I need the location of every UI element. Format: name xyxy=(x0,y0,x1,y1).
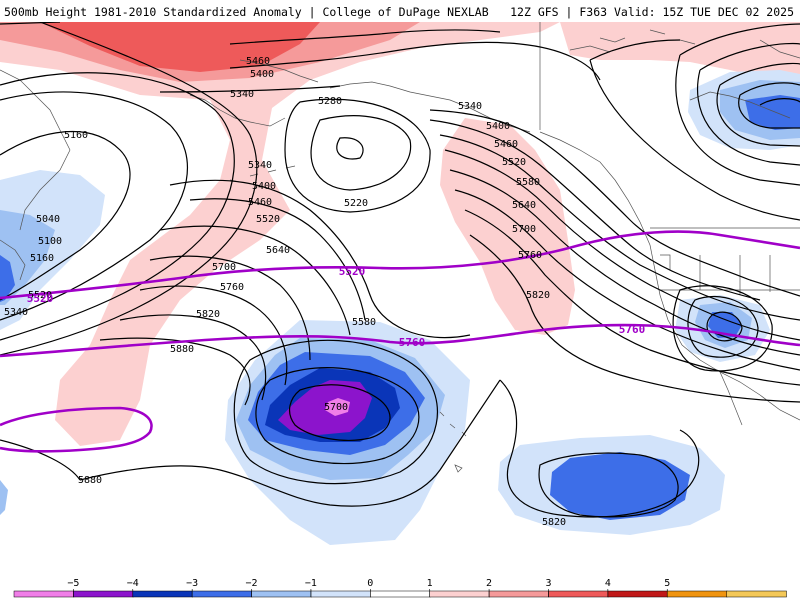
height-label: 5400 xyxy=(252,181,276,192)
height-label: 5640 xyxy=(512,200,536,211)
height-label: 5700 xyxy=(212,262,236,273)
colorbar-ticks: −5 −4 −3 −2 −1 0 1 2 3 4 5 xyxy=(67,578,670,597)
colorbar-tick-label: 4 xyxy=(605,578,611,589)
height-label: 5160 xyxy=(64,130,88,141)
height-label: 5400 xyxy=(250,69,274,80)
colorbar-tick-label: −3 xyxy=(186,578,198,589)
colorbar-swatch xyxy=(191,590,253,598)
height-label: 5460 xyxy=(246,56,270,67)
colorbar-swatch xyxy=(132,590,193,598)
height-contours xyxy=(0,22,800,518)
highlight-height-label: 5520 xyxy=(27,292,54,305)
colorbar-tick-label: 0 xyxy=(367,578,373,589)
highlight-contours xyxy=(0,230,800,453)
colorbar-tick-label: 2 xyxy=(486,578,492,589)
height-label: 5340 xyxy=(4,307,28,318)
colorbar-tick-label: −2 xyxy=(246,578,258,589)
height-label: 5100 xyxy=(38,236,62,247)
colorbar-swatch xyxy=(726,590,787,598)
height-label: 5880 xyxy=(78,475,102,486)
map-title: 500mb Height 1981-2010 Standardized Anom… xyxy=(4,5,489,19)
highlight-height-label: 5760 xyxy=(619,323,646,336)
height-label: 5520 xyxy=(28,290,52,301)
colorbar-swatch xyxy=(13,590,75,598)
model-run-info: 12Z GFS | F363 Valid: 15Z TUE DEC 02 202… xyxy=(510,5,794,19)
positive-anomaly-region xyxy=(0,22,560,446)
colorbar-swatch xyxy=(666,590,728,598)
anomaly-colorbar: −5 −4 −3 −2 −1 0 1 2 3 4 5 xyxy=(13,578,787,598)
height-label: 5340 xyxy=(248,160,272,171)
highlight-labels: 5520 5760 5520 5760 xyxy=(27,265,646,349)
height-label: 5280 xyxy=(318,96,342,107)
anomaly-map: 5460 5400 5340 5280 5160 5040 5100 5160 … xyxy=(0,22,800,545)
height-label: 5820 xyxy=(542,517,566,528)
colorbar-tick-label: 3 xyxy=(545,578,551,589)
height-label: 5760 xyxy=(518,250,542,261)
height-label: 5880 xyxy=(170,344,194,355)
height-label: 5520 xyxy=(502,157,526,168)
height-label: 5820 xyxy=(196,309,220,320)
height-label: 5640 xyxy=(266,245,290,256)
negative-anomaly-region xyxy=(745,95,800,130)
colorbar-swatch xyxy=(73,590,134,598)
colorbar-swatch xyxy=(548,590,609,598)
colorbar-tick-label: 5 xyxy=(664,578,670,589)
colorbar-swatch xyxy=(488,590,550,598)
height-label: 5160 xyxy=(30,253,54,264)
negative-anomaly-region xyxy=(0,255,15,302)
colorbar-tick-label: 1 xyxy=(427,578,433,589)
highlight-height-label: 5520 xyxy=(339,265,366,278)
negative-anomaly-region xyxy=(0,170,105,330)
colorbar-swatch xyxy=(251,590,312,598)
colorbar-swatch xyxy=(310,590,372,598)
positive-anomaly-region xyxy=(40,22,320,72)
colorbar-tick-label: −5 xyxy=(67,578,79,589)
height-label: 5040 xyxy=(36,214,60,225)
height-label: 5520 xyxy=(256,214,280,225)
contour-labels: 5460 5400 5340 5280 5160 5040 5100 5160 … xyxy=(4,56,566,528)
height-label: 5580 xyxy=(516,177,540,188)
colorbar-tick-label: −4 xyxy=(127,578,139,589)
highlight-height-label: 5760 xyxy=(399,336,426,349)
negative-anomaly-region xyxy=(325,398,350,416)
height-label: 5580 xyxy=(352,317,376,328)
height-label: 5220 xyxy=(344,198,368,209)
negative-anomaly-region xyxy=(0,480,8,515)
colorbar-swatches xyxy=(13,590,787,598)
negative-anomaly-region xyxy=(278,380,372,435)
height-label: 5400 xyxy=(486,121,510,132)
height-label: 5340 xyxy=(458,101,482,112)
negative-anomaly-region xyxy=(550,452,690,520)
colorbar-tick-label: −1 xyxy=(305,578,317,589)
height-label: 5460 xyxy=(248,197,272,208)
height-label: 5460 xyxy=(494,139,518,150)
colorbar-swatch xyxy=(370,590,431,598)
height-label: 5700 xyxy=(512,224,536,235)
colorbar-swatch xyxy=(429,590,490,598)
map-header: 500mb Height 1981-2010 Standardized Anom… xyxy=(0,0,800,22)
height-label: 5820 xyxy=(526,290,550,301)
colorbar-swatch xyxy=(607,590,668,598)
height-label: 5700 xyxy=(324,402,348,413)
height-label: 5760 xyxy=(220,282,244,293)
height-label: 5340 xyxy=(230,89,254,100)
anomaly-shading xyxy=(0,22,800,545)
positive-anomaly-region xyxy=(440,118,575,335)
